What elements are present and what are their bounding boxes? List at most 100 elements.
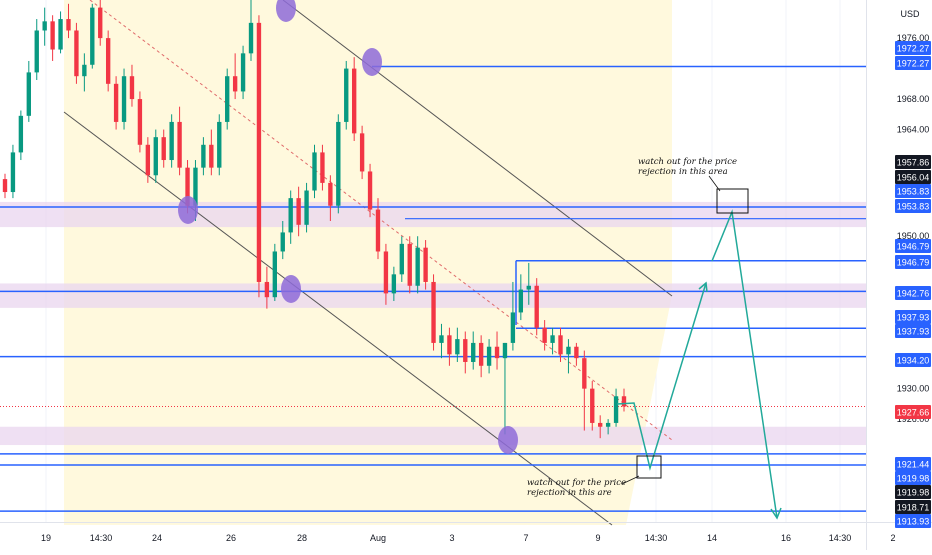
candle-body [74,30,79,77]
annotation-text: rejection in this are [527,488,612,498]
price-label-box [895,324,931,338]
price-label-box [895,199,931,213]
candle-body [590,388,595,423]
candle-body [34,30,39,73]
rejection-box-upper [716,188,749,214]
candle-body [415,247,420,286]
price-label-text: 1937.93 [897,327,930,337]
candle-body [431,281,436,343]
price-label-text: 1921.44 [897,460,930,470]
price-label-box [895,239,931,253]
candle-body [391,274,397,294]
annotation-text: rejection in this area [638,167,728,177]
candle-body [98,7,103,39]
candle-body [550,335,555,343]
price-label-text: 1918.71 [897,503,930,513]
candle-body [209,144,214,168]
price-label-text: 1957.86 [897,158,930,168]
candle-body [296,198,301,225]
price-label-box [895,155,931,169]
x-tick-label: 9 [595,533,600,543]
candle-body [50,21,55,50]
x-tick-label: 19 [41,533,51,543]
price-label-box [895,405,931,419]
candle-body [518,289,524,313]
price-label-box [895,41,931,55]
price-label-text: 1919.98 [897,488,930,498]
candle-body [177,121,182,168]
price-label-box [895,286,931,300]
candle-body [375,209,381,252]
candle-body [598,422,603,427]
channel-midline [89,0,673,441]
price-label-text: 1946.79 [897,242,930,252]
projection-arrowhead-up [698,281,708,293]
x-tick-label: 28 [297,533,307,543]
price-label-text: 1934.20 [897,356,930,366]
candle-body [288,198,293,233]
y-tick-label: 1926.00 [897,414,930,424]
candle-body [447,335,452,355]
candle-body [18,115,24,153]
candle-body [153,137,158,176]
price-label-text: 1953.83 [897,187,930,197]
candle-body [542,327,547,343]
price-label-text: 1937.93 [897,313,930,323]
x-tick-label: 7 [523,533,528,543]
candle-body [304,190,309,225]
candle-body [280,232,285,252]
candle-body [455,339,460,355]
support-resistance-zone [0,201,866,228]
candle-body [10,152,16,193]
candle-body [526,285,531,290]
candle-body [240,53,246,92]
x-tick-label: 2 [890,533,895,543]
x-tick-label: 14:30 [645,533,668,543]
y-tick-label: 1950.00 [897,231,930,241]
price-label-box [895,485,931,499]
price-label-box [895,184,931,198]
x-tick-label: 14:30 [90,533,113,543]
candle-body [185,167,190,206]
candle-body [256,22,262,282]
price-label-text: 1913.93 [897,517,930,527]
candle-body [502,342,508,359]
candle-body [193,167,198,206]
candle-body [344,68,349,122]
candle-body [621,396,627,407]
candle-body [566,346,571,355]
annotation-text: watch out for the price [638,157,737,167]
channel-fill [64,0,672,525]
candle-body [359,133,365,172]
x-tick-label: 26 [226,533,236,543]
candle-body [407,243,412,286]
price-label-box [895,310,931,324]
candle-body [399,243,404,275]
x-tick-label: 3 [449,533,454,543]
candle-body [217,121,222,168]
channel-touch-marker [281,275,301,303]
price-label-text: 1972.27 [897,44,930,54]
price-label-text: 1956.04 [897,173,930,183]
candle-body [328,182,333,206]
price-label-text: 1946.79 [897,258,930,268]
price-label-text: 1953.83 [897,202,930,212]
y-tick-label: 1968.00 [897,94,930,104]
candle-body [312,152,317,191]
projection-path-down [711,209,778,519]
price-label-text: 1927.66 [897,408,930,418]
x-tick-label: 16 [781,533,791,543]
candle-body [42,21,47,31]
price-label-box [895,471,931,485]
price-label-box [895,56,931,70]
candle-body [463,339,468,362]
candle-body [90,7,95,65]
candle-body [2,179,8,193]
candle-body [105,38,111,84]
projection-path-up [616,282,707,471]
price-label-box [895,255,931,269]
candle-body [486,346,492,366]
x-tick-label: 24 [152,533,162,543]
